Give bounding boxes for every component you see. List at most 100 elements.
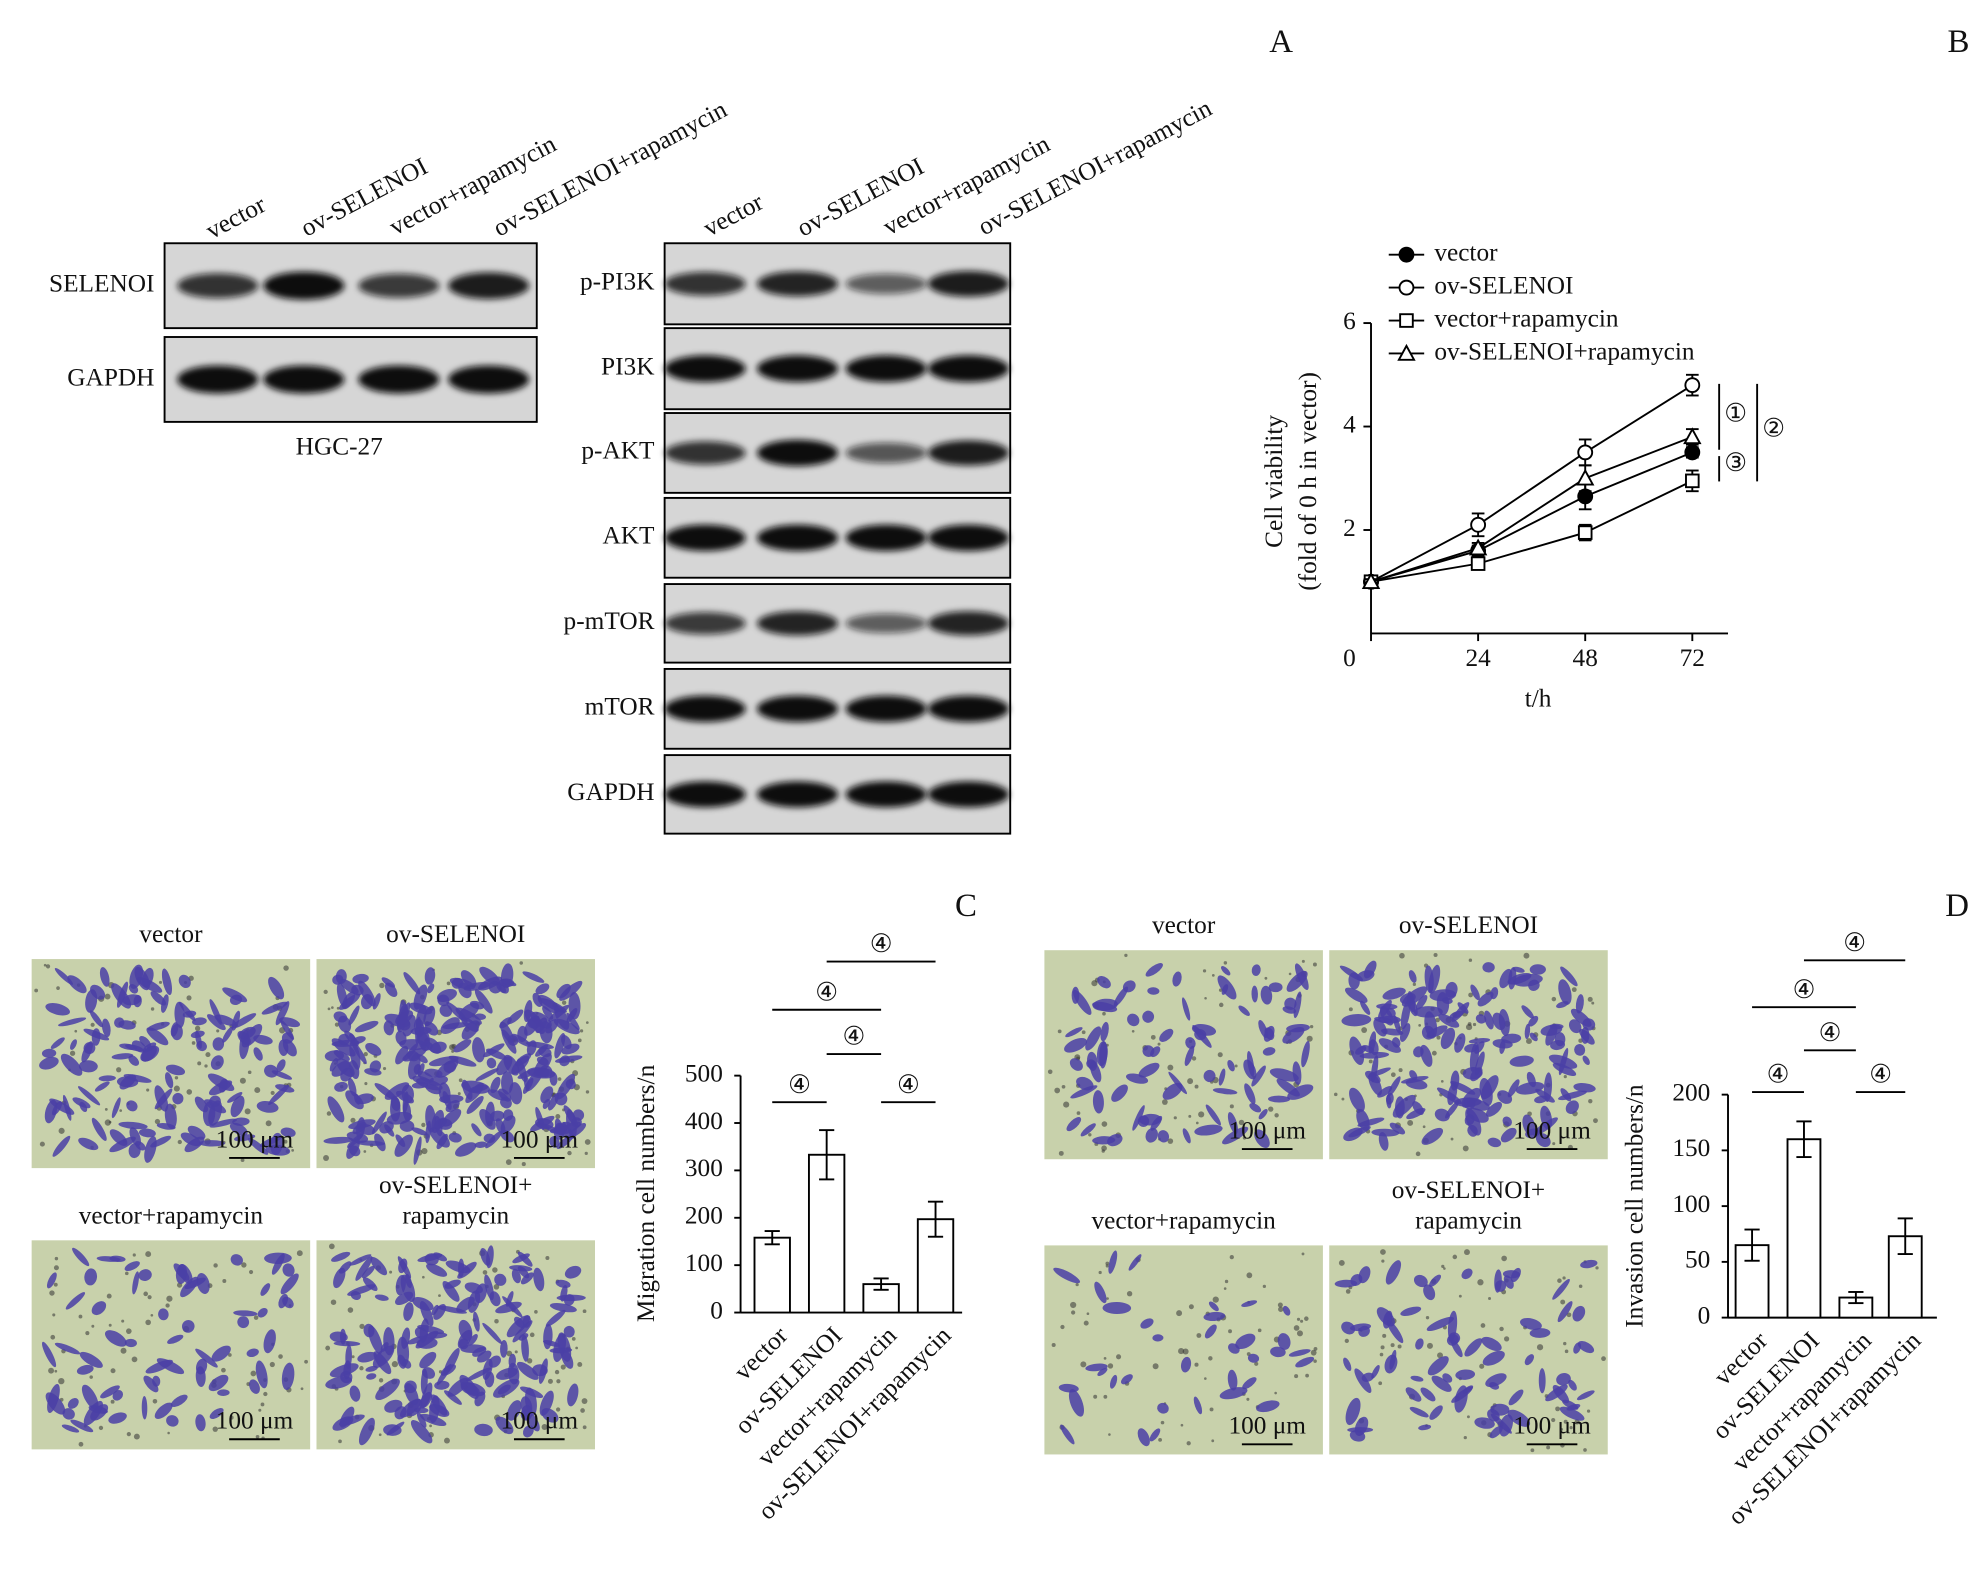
stained-cell (1515, 1081, 1545, 1095)
debris (1571, 987, 1577, 993)
blot-band (177, 273, 259, 299)
debris (1076, 1111, 1081, 1115)
stained-cell (109, 1255, 126, 1263)
marker (1470, 516, 1487, 533)
stained-cell (1474, 1417, 1495, 1429)
debris (1191, 1056, 1197, 1061)
stained-cell (436, 1133, 448, 1150)
stained-cell (180, 1132, 201, 1147)
debris (250, 1370, 257, 1377)
stained-cell (1172, 971, 1182, 987)
debris (1088, 1133, 1092, 1137)
debris (554, 1369, 560, 1375)
blot-band (757, 611, 839, 636)
stained-cell (1184, 1045, 1195, 1066)
stained-cell (1464, 1338, 1483, 1357)
y-tick-label: 2 (1343, 514, 1356, 542)
stained-cell (1423, 1284, 1436, 1301)
debris (378, 1378, 384, 1383)
stained-cell (1142, 1010, 1155, 1023)
stained-cell (1341, 1014, 1372, 1027)
stained-cell (134, 966, 150, 991)
stained-cell (253, 1034, 273, 1045)
y-tick-label: 300 (685, 1154, 723, 1182)
debris (1313, 1359, 1317, 1363)
stained-cell (247, 1137, 269, 1155)
micrograph (31, 959, 311, 1169)
stained-cell (233, 1310, 258, 1317)
stained-cell (1409, 1070, 1418, 1081)
stained-cell (496, 982, 507, 994)
stained-cell (545, 1019, 559, 1034)
debris (186, 1089, 193, 1095)
stained-cell (156, 1123, 176, 1130)
debris (154, 1118, 161, 1125)
debris (444, 1437, 450, 1444)
debris (545, 1256, 550, 1261)
debris (1262, 1284, 1266, 1289)
stained-cell (58, 1017, 87, 1027)
stained-cell (1208, 1301, 1219, 1312)
debris (1562, 1276, 1566, 1280)
stained-cell (403, 972, 421, 995)
stained-cell (1415, 1338, 1424, 1350)
debris (110, 1368, 116, 1374)
debris (1103, 1356, 1107, 1360)
debris (45, 964, 51, 969)
stained-cell (561, 1035, 572, 1050)
blot-band (263, 271, 345, 300)
stained-cell (466, 1095, 484, 1114)
debris (1223, 1287, 1227, 1290)
stained-cell (1249, 1103, 1262, 1113)
debris (212, 1426, 218, 1432)
stained-cell (154, 1402, 173, 1419)
stained-cell (76, 1364, 94, 1375)
debris (1390, 1072, 1396, 1078)
stained-cell (1227, 1369, 1238, 1391)
stained-cell (521, 1334, 529, 1362)
debris (1223, 961, 1228, 965)
stained-cell (345, 1090, 364, 1110)
stained-cell (1270, 1346, 1286, 1358)
stained-cell (349, 1145, 361, 1157)
debris (323, 989, 328, 995)
stained-cell (535, 983, 550, 995)
stained-cell (401, 1327, 411, 1349)
debris (1228, 1329, 1232, 1334)
stained-cell (1137, 1115, 1150, 1127)
debris (132, 1253, 136, 1257)
debris (575, 1346, 578, 1350)
stained-cell (119, 1074, 137, 1090)
stained-cell (170, 1394, 188, 1408)
debris (1070, 1301, 1077, 1309)
debris (167, 1431, 170, 1435)
stained-cell (1284, 997, 1297, 1010)
debris (1296, 1330, 1303, 1337)
stained-cell (525, 1041, 554, 1049)
debris (1246, 1397, 1250, 1401)
stained-cell (371, 1111, 387, 1135)
debris (269, 1361, 275, 1368)
stained-cell (1377, 1086, 1393, 1098)
stained-cell (557, 1332, 572, 1362)
stained-cell (282, 1263, 295, 1277)
stained-cell (268, 976, 285, 1000)
debris (1503, 1336, 1510, 1342)
blot-band (757, 695, 839, 723)
stained-cell (460, 970, 477, 988)
bar (807, 1153, 846, 1314)
stained-cell (100, 1385, 120, 1399)
debris (258, 1408, 262, 1412)
stained-cell (227, 1092, 243, 1103)
stained-cell (91, 1301, 107, 1316)
debris (1468, 992, 1473, 998)
image-title: rapamycin (402, 1201, 509, 1229)
stained-cell (1405, 1387, 1422, 1402)
stained-cell (1392, 1094, 1416, 1118)
y-tick-label: 100 (1672, 1190, 1710, 1218)
stained-cell (249, 1379, 260, 1394)
stained-cell (479, 966, 501, 986)
stained-cell (1254, 1129, 1270, 1149)
stained-cell (1482, 962, 1495, 973)
significance-label: ④ (870, 930, 893, 958)
